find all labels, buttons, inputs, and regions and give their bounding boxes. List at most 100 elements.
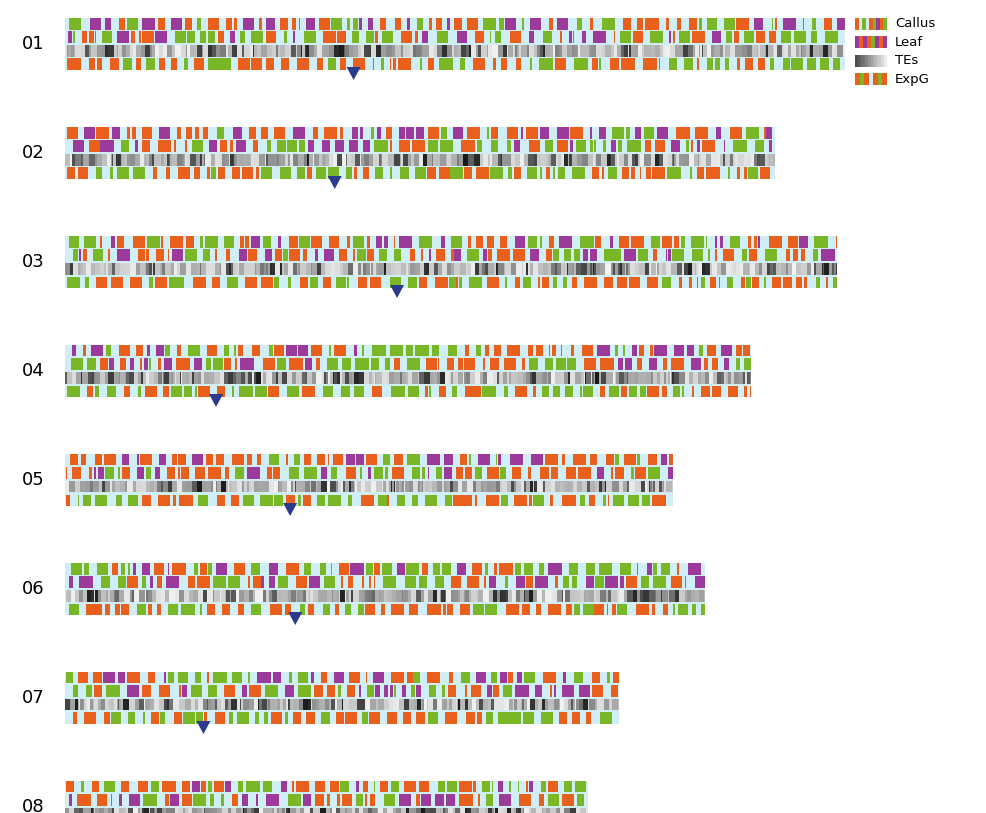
Bar [612,372,614,384]
Bar [323,576,335,588]
Bar [622,345,624,356]
Bar [641,481,644,493]
Bar [509,372,510,384]
Bar [94,590,96,602]
Bar [395,808,400,813]
Bar [873,73,877,85]
Bar [482,359,485,370]
Bar [748,263,749,275]
Bar [292,18,296,29]
Bar [493,590,496,602]
Bar [387,590,392,602]
Bar [233,808,236,813]
Bar [351,127,358,138]
Bar [602,494,605,506]
Bar [425,808,430,813]
Bar [133,372,138,384]
Bar [335,263,339,275]
Bar [599,590,602,602]
Bar [697,167,703,179]
Bar [788,263,791,275]
Bar [723,45,725,56]
Bar [96,590,98,602]
Bar [518,781,519,793]
Bar [228,576,241,588]
Bar [241,699,243,711]
Bar [98,794,106,806]
Bar [340,481,342,493]
Bar [390,154,394,166]
Bar [264,712,267,724]
Bar [235,263,239,275]
Bar [577,154,582,166]
Bar [424,590,428,602]
Bar [287,276,290,288]
Bar [445,808,448,813]
Bar [507,808,511,813]
Bar [212,276,219,288]
Bar [577,794,584,806]
Bar [73,32,75,43]
Bar [69,794,72,806]
Bar [118,467,120,479]
Bar [610,45,613,56]
Bar [353,18,358,29]
Bar [370,699,376,711]
Bar [393,454,403,466]
Bar [262,699,266,711]
Bar [172,385,182,397]
Bar [731,372,733,384]
Bar [228,372,233,384]
Bar [382,372,387,384]
Bar [377,494,387,506]
Bar [438,781,444,793]
Bar [688,154,693,166]
Bar [407,590,411,602]
Bar [516,481,521,493]
Bar [271,712,282,724]
Bar [464,590,468,602]
Bar [250,154,253,166]
Bar [468,276,481,288]
Bar [415,794,420,806]
Bar [251,481,254,493]
Bar [391,45,394,56]
Bar [284,263,288,275]
Bar [70,699,71,711]
Bar [87,590,91,602]
Bar [128,712,135,724]
Bar [428,385,430,397]
Bar [528,494,531,506]
Bar [367,250,374,261]
Bar [566,467,575,479]
Bar [712,372,716,384]
Bar [224,372,228,384]
Bar [518,45,519,56]
Bar [451,236,461,247]
Bar [300,481,305,493]
Bar [832,276,836,288]
Bar [678,590,684,602]
Bar [287,699,290,711]
Bar [75,45,81,56]
Bar [406,808,408,813]
Bar [723,372,725,384]
Bar [159,454,166,466]
Bar [97,45,103,56]
Bar [320,808,325,813]
Bar [94,467,96,479]
Bar [454,45,457,56]
Bar [221,263,226,275]
Bar [349,481,351,493]
Bar [630,167,634,179]
Bar [716,127,721,138]
Bar [751,276,758,288]
Bar [366,263,369,275]
Bar [65,18,844,70]
Bar [479,808,480,813]
Bar [95,808,100,813]
Bar [217,481,221,493]
Bar [428,250,430,261]
Bar [835,236,836,247]
Bar [625,127,629,138]
